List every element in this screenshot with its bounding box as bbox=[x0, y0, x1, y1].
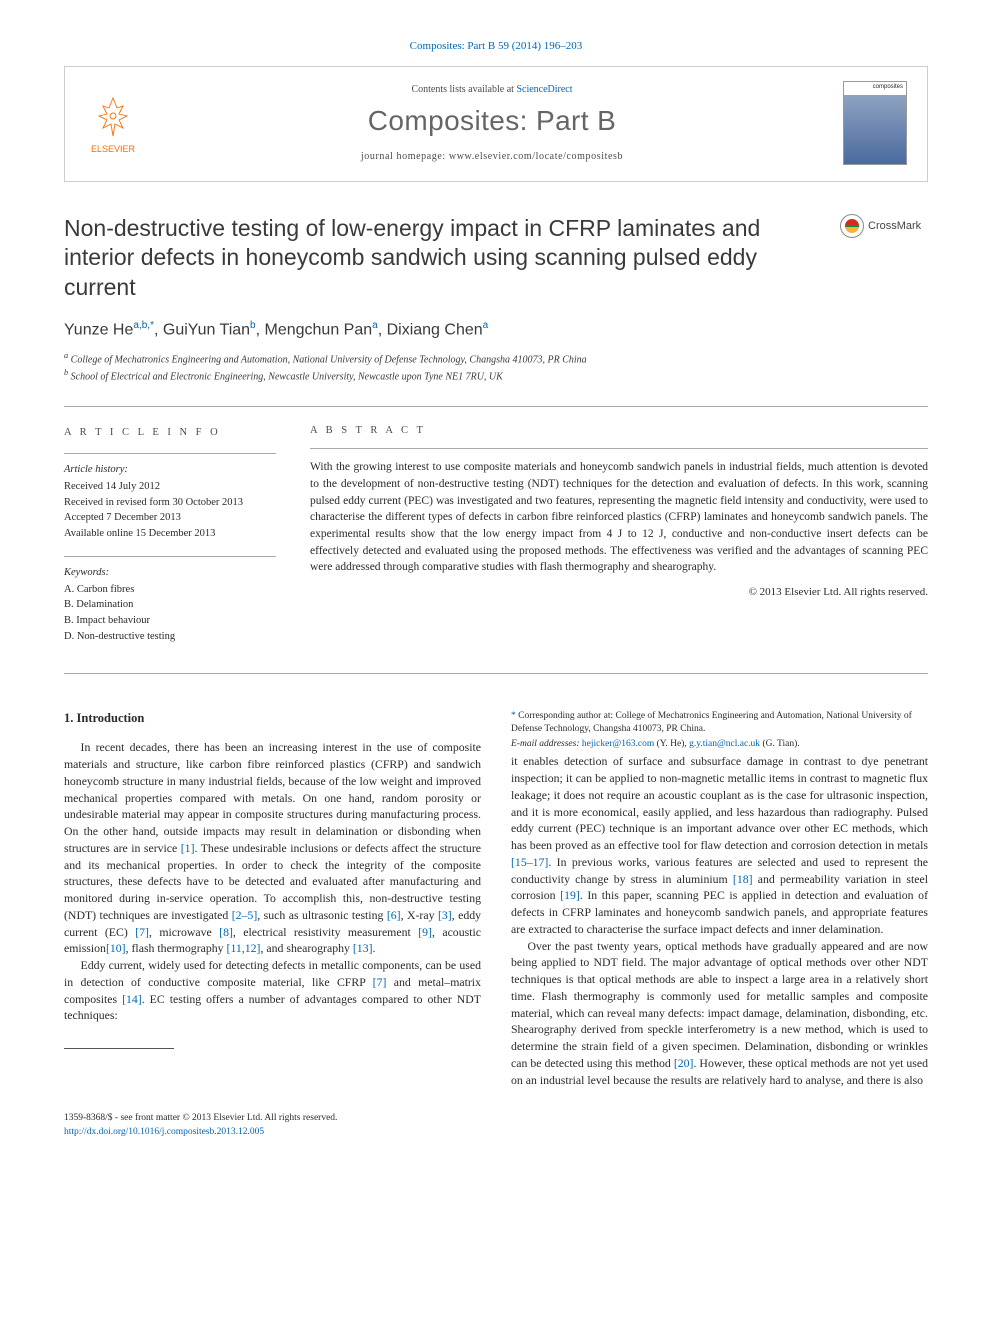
journal-name: Composites: Part B bbox=[161, 105, 823, 137]
history-received: Received 14 July 2012 bbox=[64, 479, 276, 495]
contents-available-line: Contents lists available at ScienceDirec… bbox=[161, 84, 823, 95]
intro-para-4: Over the past twenty years, optical meth… bbox=[511, 938, 928, 1089]
author-list: Yunze Hea,b,*, GuiYun Tianb, Mengchun Pa… bbox=[64, 320, 928, 339]
issn-line: 1359-8368/$ - see front matter © 2013 El… bbox=[64, 1112, 928, 1125]
email-label: E-mail addresses: bbox=[511, 739, 580, 749]
body-columns: 1. Introduction In recent decades, there… bbox=[64, 710, 928, 1089]
email-link-1[interactable]: hejicker@163.com bbox=[582, 739, 654, 749]
journal-header-box: ELSEVIER Contents lists available at Sci… bbox=[64, 66, 928, 182]
homepage-line: journal homepage: www.elsevier.com/locat… bbox=[161, 151, 823, 162]
article-info-label: A R T I C L E I N F O bbox=[64, 425, 276, 441]
history-online: Available online 15 December 2013 bbox=[64, 526, 276, 542]
publisher-logo: ELSEVIER bbox=[85, 92, 141, 154]
keyword-3: B. Impact behaviour bbox=[64, 613, 276, 629]
history-revised: Received in revised form 30 October 2013 bbox=[64, 495, 276, 511]
paper-title: Non-destructive testing of low-energy im… bbox=[64, 214, 820, 302]
abstract-column: A B S T R A C T With the growing interes… bbox=[310, 425, 928, 658]
keyword-4: D. Non-destructive testing bbox=[64, 629, 276, 645]
crossmark-label: CrossMark bbox=[868, 220, 921, 232]
section-heading: 1. Introduction bbox=[64, 710, 481, 728]
affiliation-a: College of Mechatronics Engineering and … bbox=[71, 354, 587, 365]
intro-para-3: it enables detection of surface and subs… bbox=[511, 753, 928, 937]
affiliation-b: School of Electrical and Electronic Engi… bbox=[71, 371, 503, 382]
journal-cover-thumbnail: composites bbox=[843, 81, 907, 165]
keywords-block: Keywords: A. Carbon fibres B. Delaminati… bbox=[64, 565, 276, 645]
keywords-label: Keywords: bbox=[64, 565, 276, 581]
crossmark-badge[interactable]: CrossMark bbox=[840, 214, 928, 238]
email-link-2[interactable]: g.y.tian@ncl.ac.uk bbox=[689, 739, 760, 749]
article-history-label: Article history: bbox=[64, 462, 276, 478]
affiliations: a College of Mechatronics Engineering an… bbox=[64, 350, 928, 385]
corresponding-author: Corresponding author at: College of Mech… bbox=[511, 711, 912, 734]
intro-para-1: In recent decades, there has been an inc… bbox=[64, 739, 481, 957]
abstract-text: With the growing interest to use composi… bbox=[310, 459, 928, 576]
keyword-2: B. Delamination bbox=[64, 597, 276, 613]
page-footer: 1359-8368/$ - see front matter © 2013 El… bbox=[64, 1112, 928, 1139]
elsevier-tree-icon bbox=[89, 92, 137, 140]
crossmark-icon bbox=[840, 214, 864, 238]
footnotes: * Corresponding author at: College of Me… bbox=[511, 710, 928, 752]
article-info-column: A R T I C L E I N F O Article history: R… bbox=[64, 425, 276, 658]
keyword-1: A. Carbon fibres bbox=[64, 582, 276, 598]
footnote-separator bbox=[64, 1048, 174, 1049]
abstract-copyright: © 2013 Elsevier Ltd. All rights reserved… bbox=[310, 586, 928, 598]
header-center: Contents lists available at ScienceDirec… bbox=[161, 84, 823, 162]
citation-line: Composites: Part B 59 (2014) 196–203 bbox=[64, 40, 928, 52]
abstract-label: A B S T R A C T bbox=[310, 425, 928, 436]
intro-para-2: Eddy current, widely used for detecting … bbox=[64, 957, 481, 1024]
history-accepted: Accepted 7 December 2013 bbox=[64, 510, 276, 526]
rule-bottom bbox=[64, 673, 928, 674]
article-history-block: Article history: Received 14 July 2012 R… bbox=[64, 462, 276, 542]
publisher-name: ELSEVIER bbox=[85, 144, 141, 154]
sciencedirect-link[interactable]: ScienceDirect bbox=[516, 84, 572, 95]
doi-link[interactable]: http://dx.doi.org/10.1016/j.compositesb.… bbox=[64, 1127, 264, 1137]
homepage-url[interactable]: www.elsevier.com/locate/compositesb bbox=[449, 151, 623, 162]
